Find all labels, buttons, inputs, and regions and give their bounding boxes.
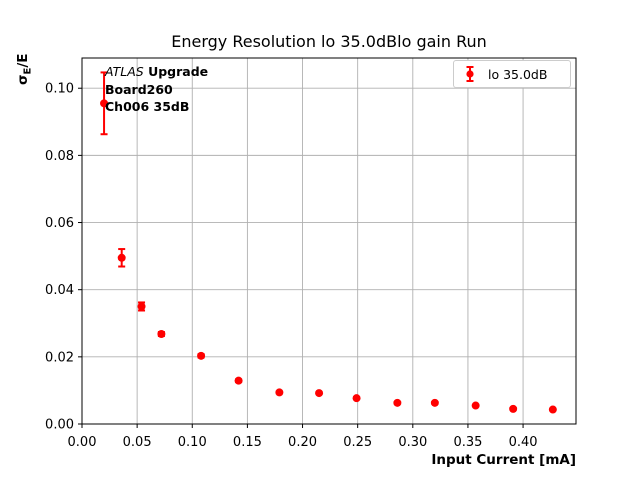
x-axis-label: Input Current [mA] (431, 452, 576, 468)
x-tick-label: 0.35 (453, 435, 482, 450)
annotation-atlas: ATLAS (105, 64, 144, 79)
y-tick-label: 0.00 (45, 418, 74, 433)
axes-frame (81, 57, 577, 425)
y-axis-label-rest: /E (15, 53, 31, 68)
y-tick-label: 0.04 (45, 283, 74, 298)
data-point (509, 404, 518, 413)
data-point (117, 253, 126, 262)
annotation-upgrade: Upgrade (143, 64, 209, 79)
y-tick-label: 0.08 (45, 149, 74, 164)
y-tick-label: 0.02 (45, 350, 74, 365)
data-point (100, 99, 109, 108)
data-point (157, 330, 166, 339)
legend-label: lo 35.0dB (488, 66, 548, 82)
annotation-line-1: ATLAS Upgrade (105, 63, 208, 81)
data-point (430, 398, 439, 407)
x-tick-label: 0.40 (509, 435, 538, 450)
annotation-block: ATLAS Upgrade Board260 Ch006 35dB (105, 63, 208, 116)
y-axis-label: σE/E (15, 53, 34, 85)
data-point (315, 389, 324, 398)
x-tick-label: 0.20 (288, 435, 317, 450)
annotation-line-3: Ch006 35dB (105, 99, 190, 114)
data-point (137, 302, 146, 311)
data-point (197, 351, 206, 360)
x-tick-label: 0.05 (123, 435, 152, 450)
x-tick-label: 0.25 (343, 435, 372, 450)
y-axis-label-sub: E (22, 67, 34, 75)
data-point (548, 405, 557, 414)
legend-errorbar-icon (466, 66, 474, 82)
chart-title: Energy Resolution lo 35.0dBlo gain Run (171, 32, 487, 51)
data-point (393, 398, 402, 407)
data-point (275, 388, 284, 397)
data-point (234, 376, 243, 385)
y-axis-label-sigma: σ (15, 74, 31, 85)
x-tick-label: 0.10 (178, 435, 207, 450)
legend: lo 35.0dB (453, 60, 571, 88)
data-point (471, 401, 480, 410)
x-tick-label: 0.30 (398, 435, 427, 450)
x-tick-label: 0.00 (68, 435, 97, 450)
annotation-line-2: Board260 (105, 81, 173, 97)
x-tick-label: 0.15 (233, 435, 262, 450)
y-tick-label: 0.06 (45, 216, 74, 231)
y-tick-label: 0.10 (45, 82, 74, 97)
data-point (352, 394, 361, 403)
